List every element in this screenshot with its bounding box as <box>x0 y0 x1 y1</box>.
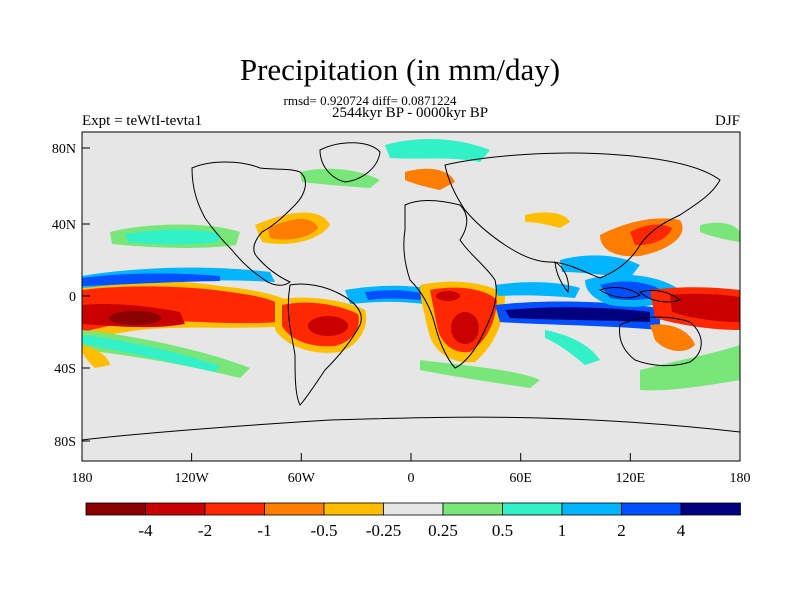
longitude-label: 180 <box>72 471 93 486</box>
colorbar-label: -2 <box>198 521 212 540</box>
longitude-label: 180 <box>730 471 751 486</box>
plot-title: Precipitation (in mm/day) <box>239 52 561 87</box>
colorbar-label: -1 <box>257 521 271 540</box>
colorbar-segment <box>680 502 741 516</box>
map-panel <box>82 132 740 461</box>
longitude-label: 60E <box>509 471 532 486</box>
longitude-label: 120W <box>174 471 209 486</box>
latitude-axis: 80N 40N 0 40S 80S <box>52 142 90 450</box>
colorbar-segment <box>85 502 146 516</box>
colorbar-segment <box>621 502 682 516</box>
time-period-label: 2544kyr BP - 0000kyr BP <box>331 105 489 121</box>
colorbar-label: -4 <box>138 521 153 540</box>
colorbar-segment <box>323 502 384 516</box>
season-label: DJF <box>714 113 740 129</box>
colorbar-segment <box>264 502 325 516</box>
anomaly-fill <box>82 138 740 391</box>
colorbar-label: -0.5 <box>311 521 338 540</box>
latitude-label: 80N <box>52 142 76 157</box>
longitude-axis: 180 120W 60W 0 60E 120E 180 <box>72 453 751 486</box>
colorbar-label: 0.5 <box>492 521 513 540</box>
longitude-label: 120E <box>616 471 646 486</box>
longitude-label: 60W <box>288 471 316 486</box>
colorbar-segment <box>383 502 444 516</box>
latitude-label: 40S <box>54 362 76 377</box>
colorbar: -4 -2 -1 -0.5 -0.25 0.25 0.5 1 2 4 <box>85 502 741 540</box>
colorbar-label: 2 <box>617 521 626 540</box>
coastlines <box>82 142 740 441</box>
latitude-label: 0 <box>69 290 76 305</box>
colorbar-segment <box>502 502 563 516</box>
latitude-label: 40N <box>52 218 76 233</box>
latitude-label: 80S <box>54 435 76 450</box>
colorbar-label: 1 <box>558 521 567 540</box>
colorbar-label: 0.25 <box>428 521 458 540</box>
rmsd-diff-stats: rmsd= 0.920724 diff= 0.0871224 <box>283 93 457 108</box>
longitude-label: 0 <box>408 471 415 486</box>
colorbar-label: 4 <box>677 521 686 540</box>
colorbar-label: -0.25 <box>366 521 401 540</box>
colorbar-segment <box>145 502 206 516</box>
colorbar-segment <box>561 502 622 516</box>
colorbar-segment <box>442 502 503 516</box>
experiment-label: Expt = teWtI-tevta1 <box>82 113 203 129</box>
colorbar-segment <box>204 502 265 516</box>
